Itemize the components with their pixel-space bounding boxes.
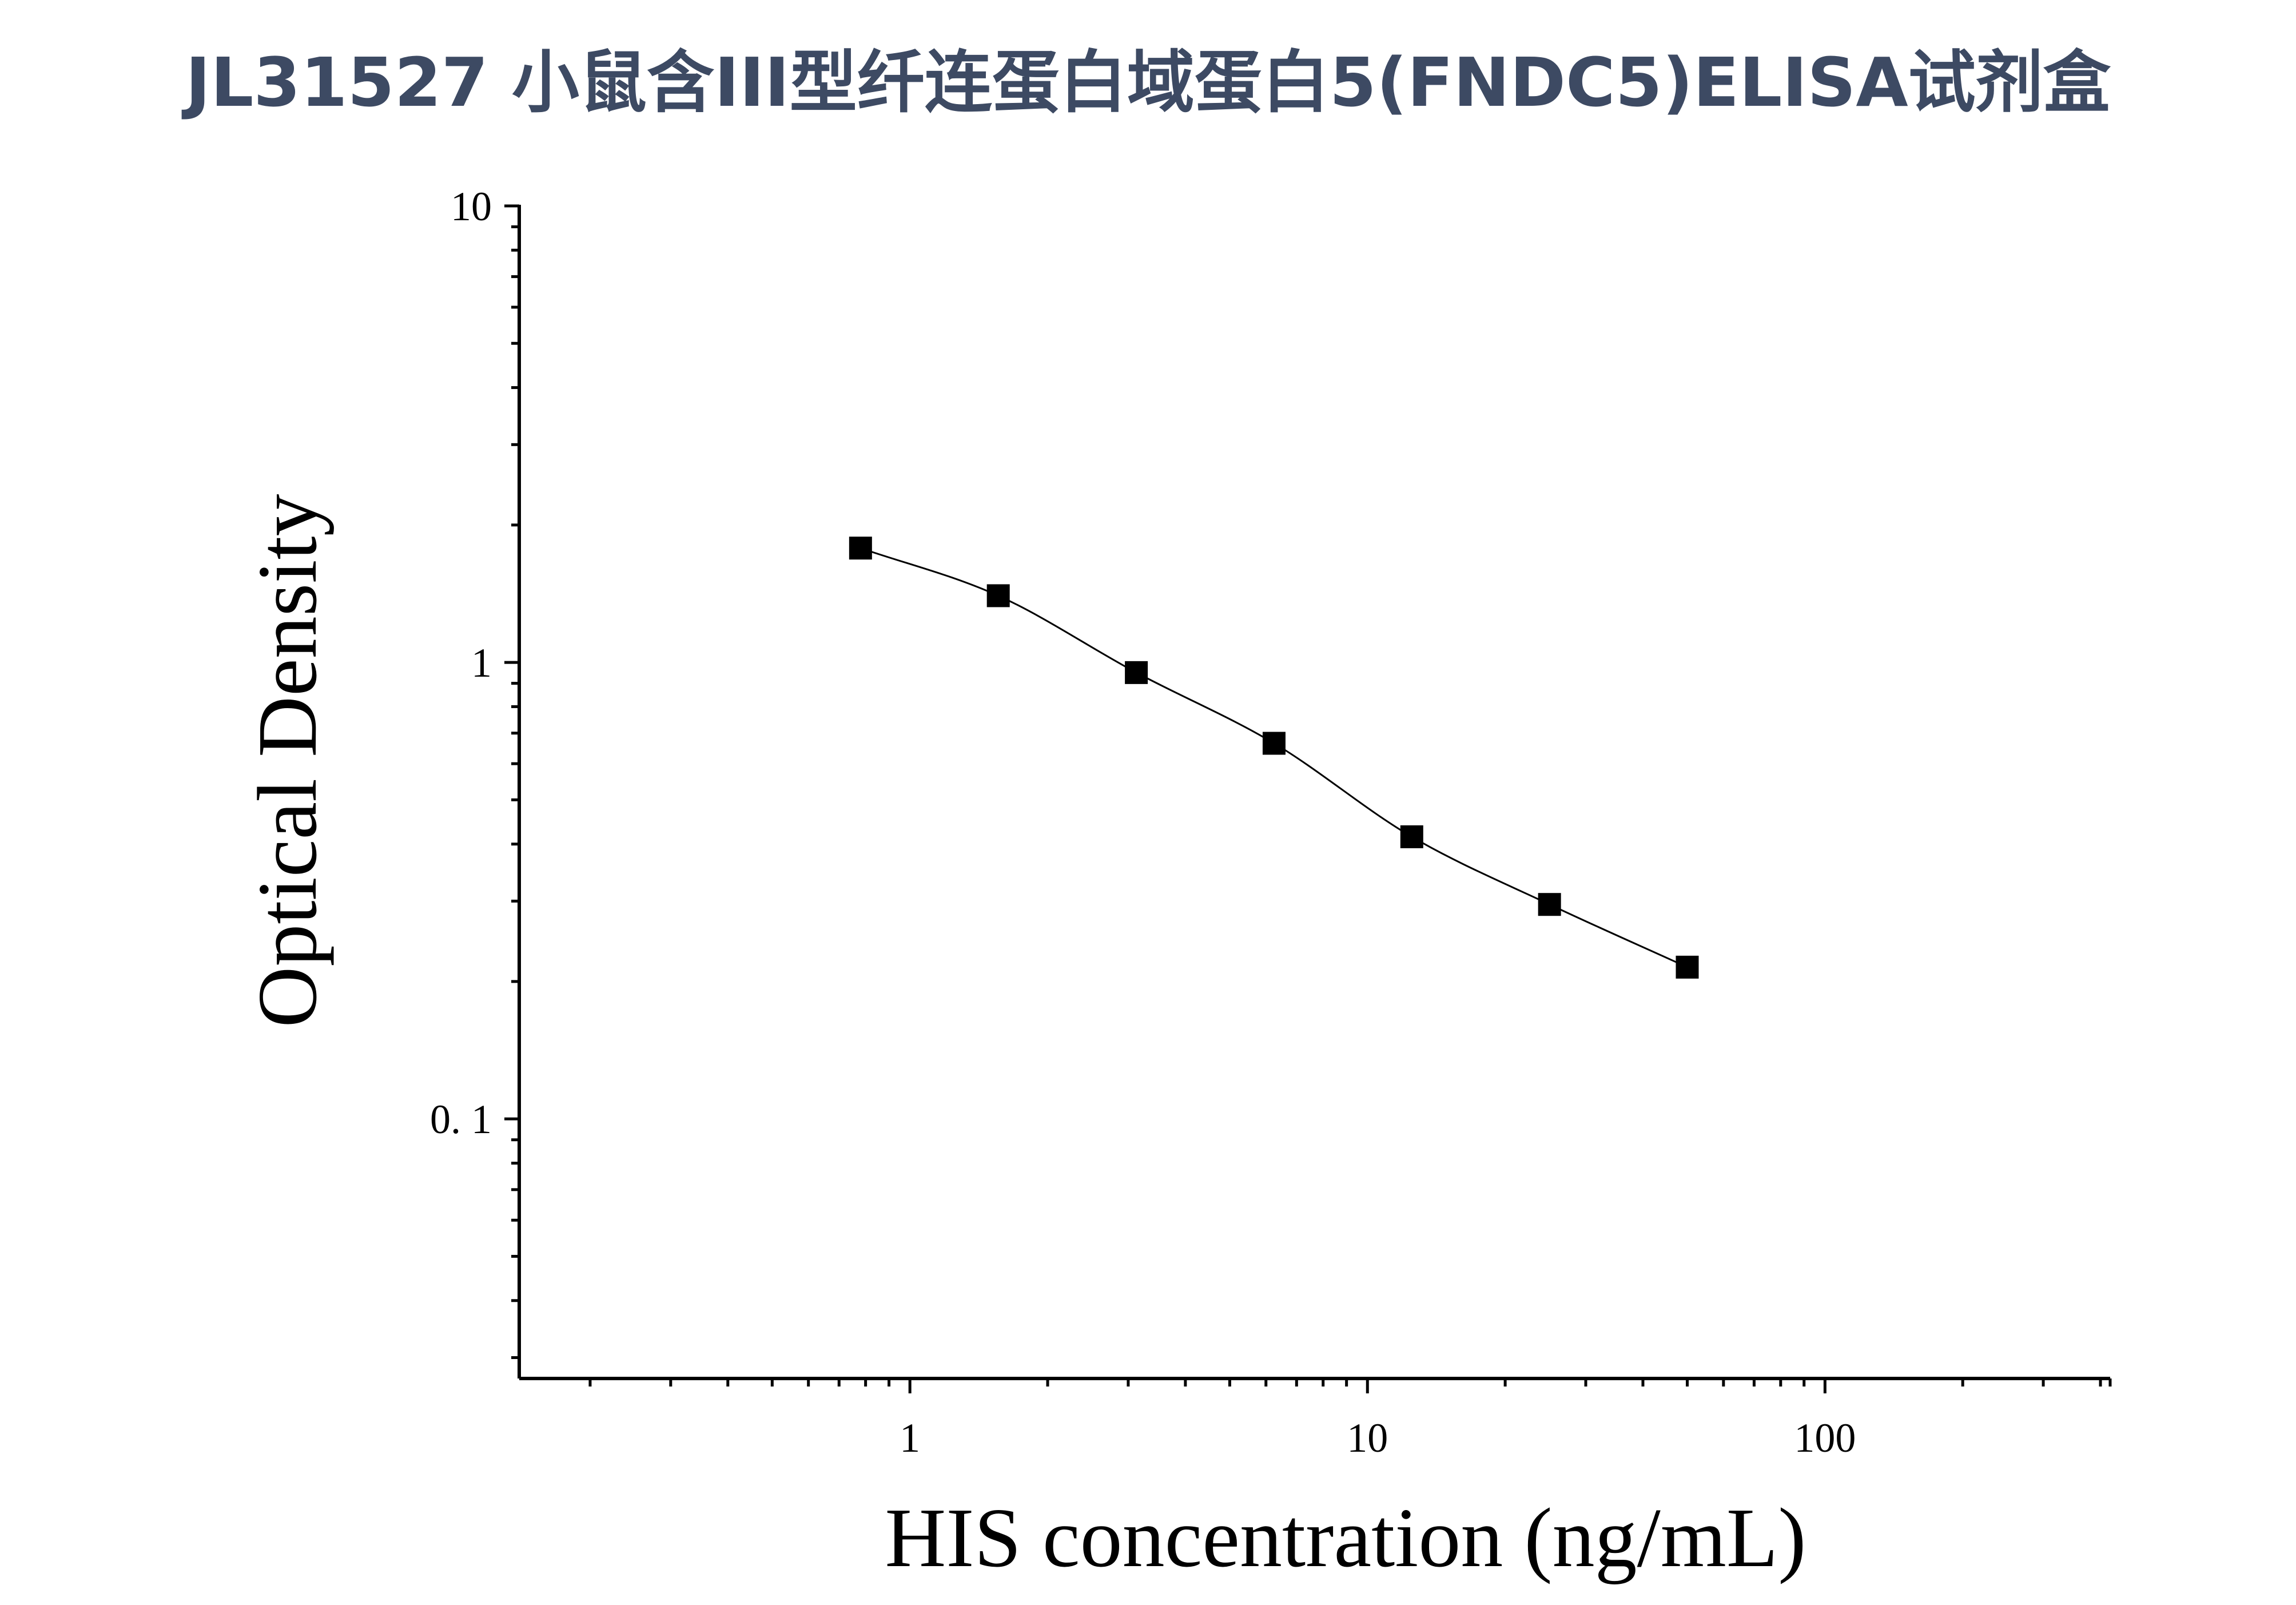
y-tick-label: 10 [451, 184, 492, 229]
y-axis-title: Optical Density [241, 494, 335, 1027]
data-point-marker [986, 584, 1010, 607]
page-title: JL31527 小鼠含III型纤连蛋白域蛋白5(FNDC5)ELISA试剂盒 [185, 43, 2111, 122]
x-tick-label: 1 [900, 1415, 920, 1461]
data-point-marker [1125, 661, 1148, 684]
fit-curve-group [860, 547, 1688, 968]
data-point-marker [1262, 732, 1286, 755]
x-tick-label: 10 [1347, 1415, 1388, 1461]
data-point-marker [849, 537, 872, 560]
data-point-marker [1538, 893, 1561, 916]
x-tick-label: 100 [1794, 1415, 1856, 1461]
y-tick-label: 0. 1 [430, 1097, 492, 1142]
fit-curve [860, 547, 1688, 968]
y-tick-label: 1 [471, 640, 492, 686]
data-point-marker [1400, 825, 1423, 848]
data-points [849, 537, 1699, 979]
axes: 0. 1 1 10 1 10 100 [430, 184, 2112, 1461]
data-point-marker [1676, 955, 1699, 979]
x-axis-title: HIS concentration (ng/mL) [885, 1491, 1806, 1585]
